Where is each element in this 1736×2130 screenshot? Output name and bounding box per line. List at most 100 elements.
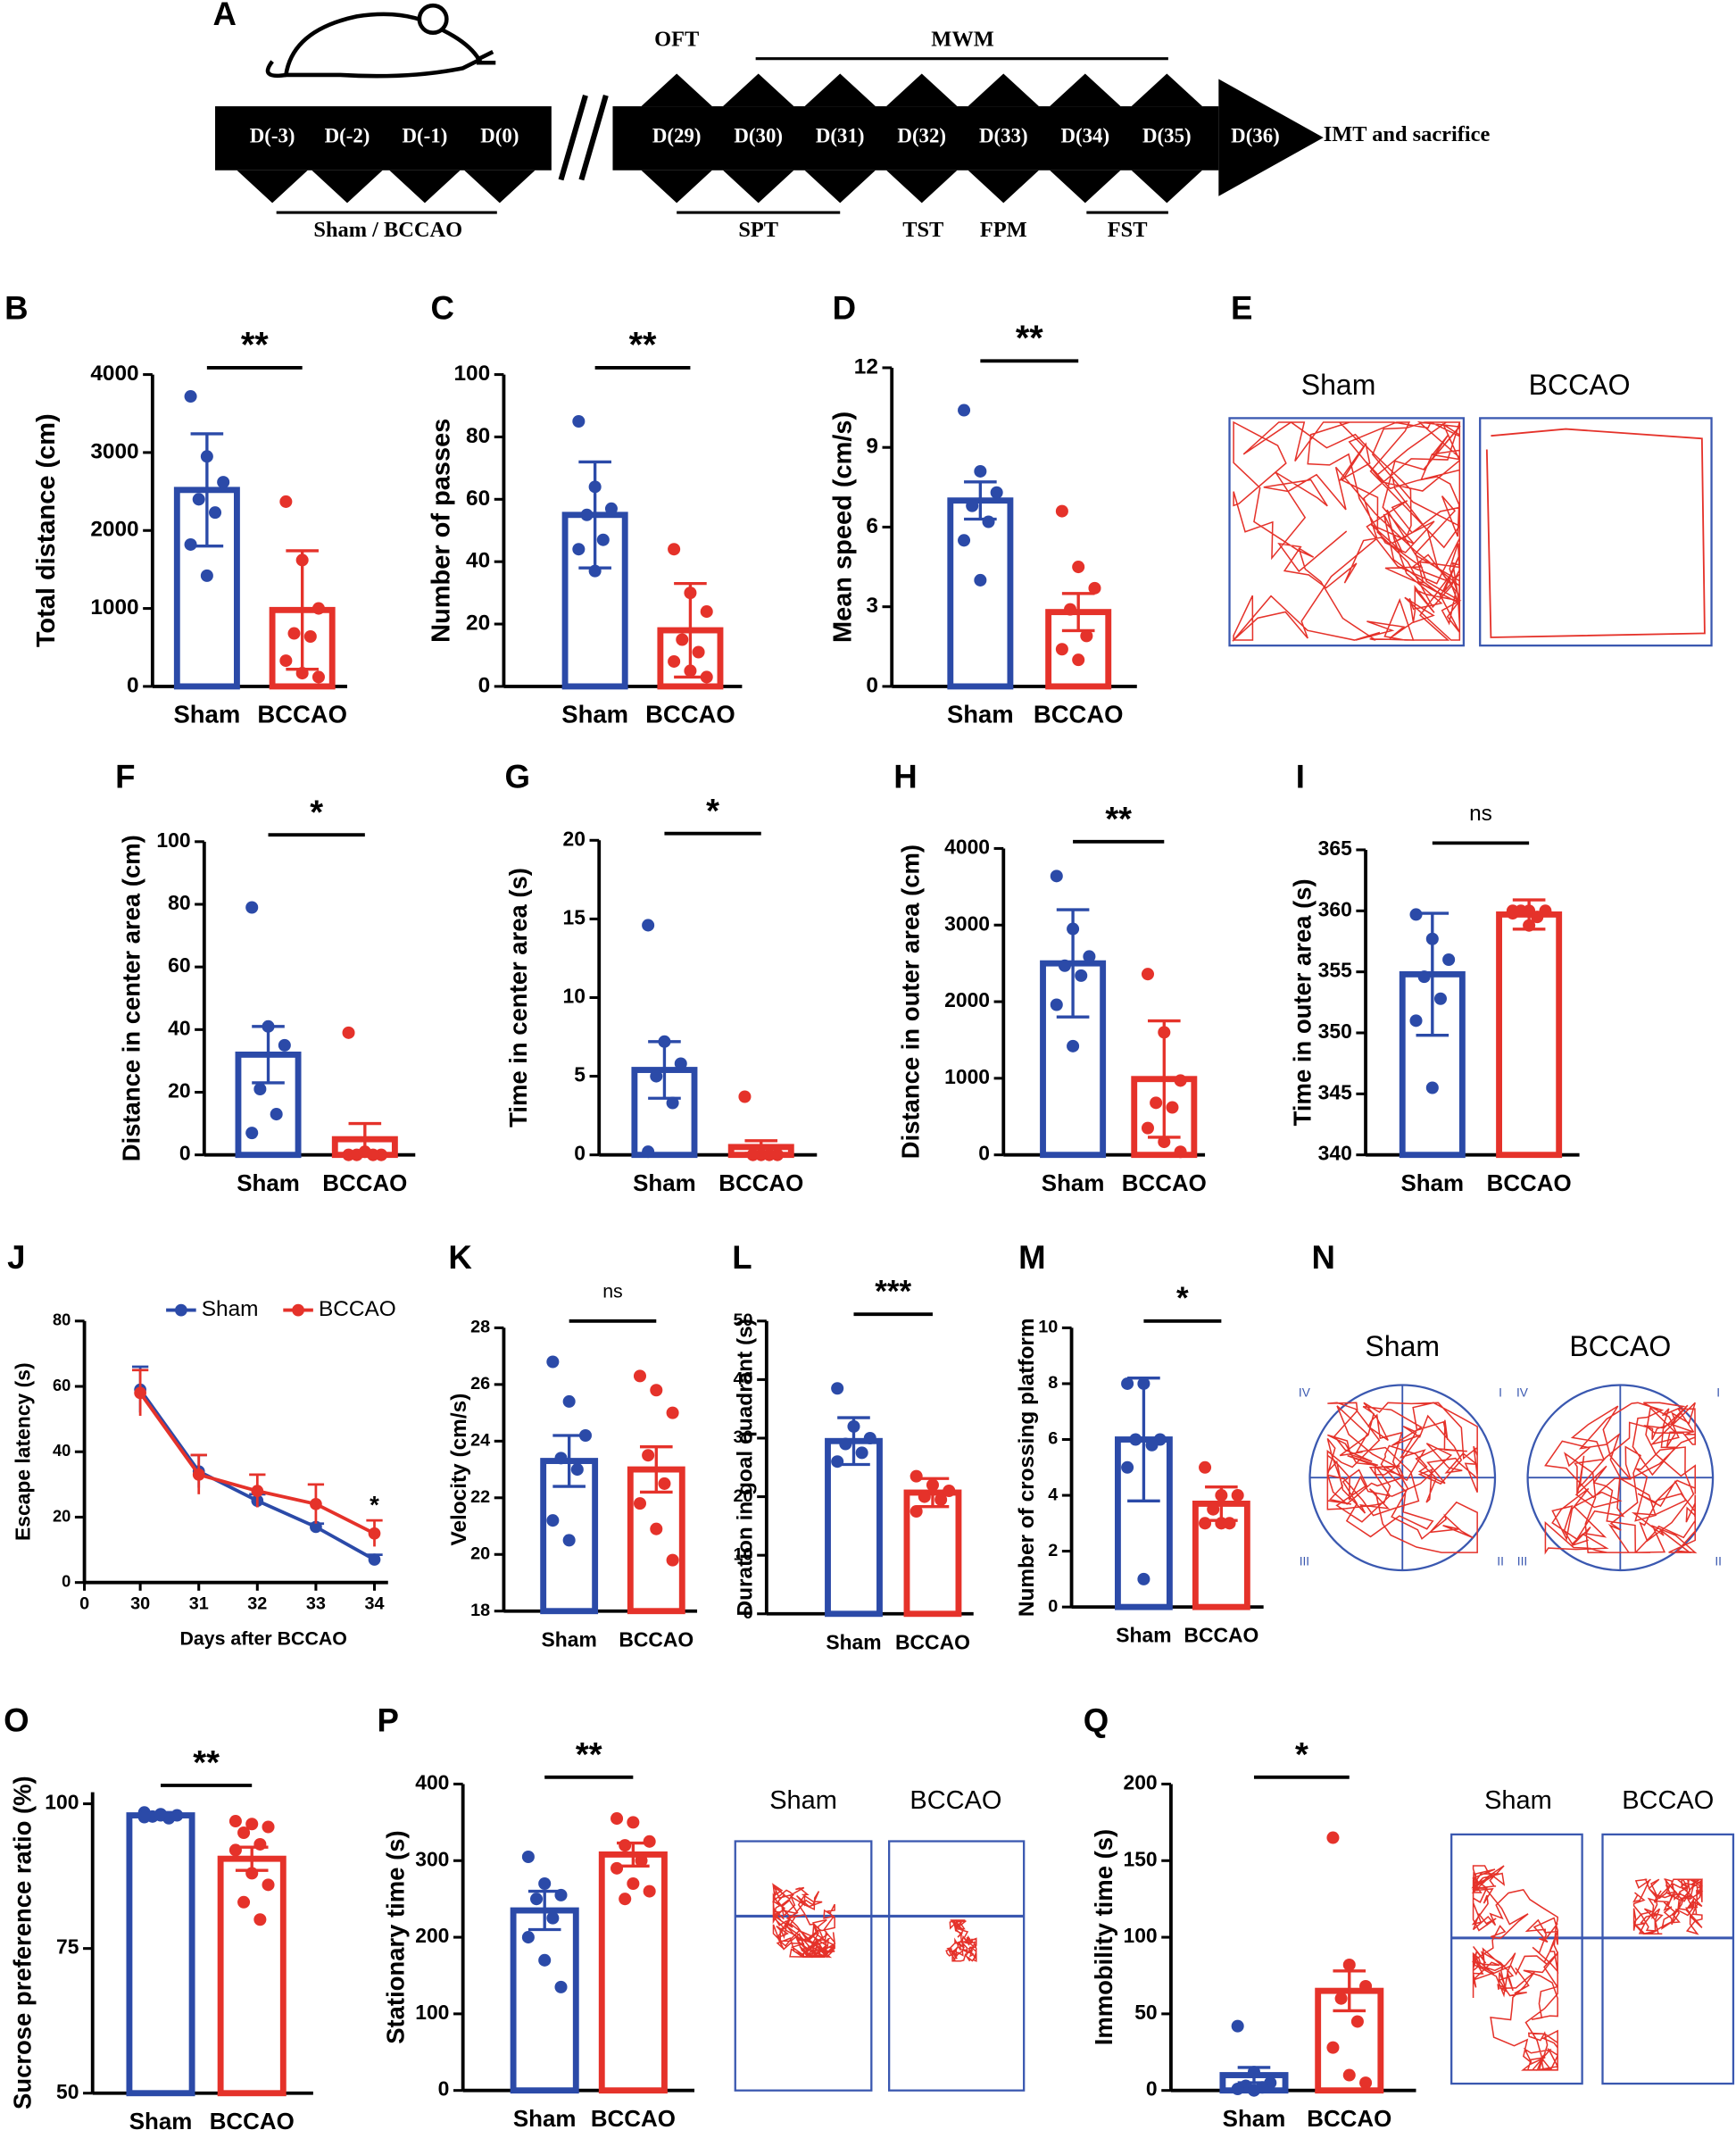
data-point: [538, 1876, 552, 1891]
x-tick-label: Sham: [826, 1630, 881, 1653]
y-tick-label: 9: [866, 435, 878, 459]
data-point: [200, 569, 213, 582]
data-point: [1058, 959, 1071, 972]
x-tick-label: 30: [130, 1593, 150, 1613]
data-point: [1158, 1136, 1171, 1149]
y-tick-label: 12: [854, 354, 878, 379]
significance-label: *: [1295, 1735, 1308, 1774]
data-point: [1158, 1026, 1171, 1039]
data-point: [217, 476, 230, 489]
y-tick-label: 20: [168, 1079, 190, 1102]
trajectory: [1232, 420, 1462, 643]
significance-label: **: [193, 1743, 220, 1782]
y-tick-label: 6: [1048, 1429, 1058, 1449]
timeline-notch: [886, 170, 958, 204]
y-tick-label: 20: [470, 1543, 490, 1563]
data-point: [1150, 1096, 1163, 1110]
data-point: [1425, 932, 1439, 945]
data-point: [643, 1835, 656, 1848]
x-tick-label: Sham: [1401, 1171, 1465, 1196]
data-point: [184, 390, 197, 404]
data-point: [237, 1826, 251, 1840]
data-point: [262, 1878, 275, 1892]
y-axis-label: Stationary time (s): [382, 1830, 410, 2043]
y-tick-label: 360: [1318, 897, 1352, 920]
significance-label: **: [576, 1735, 602, 1774]
timeline-notch: [968, 170, 1039, 204]
x-tick-label: Sham: [1042, 1171, 1105, 1196]
y-axis-label: Number of crossing platform: [1015, 1318, 1039, 1617]
panel-letter: M: [1018, 1239, 1046, 1276]
y-tick-label: 0: [743, 1603, 753, 1623]
data-point: [982, 515, 995, 528]
data-point: [1442, 953, 1456, 967]
timeline-notch: [886, 73, 958, 107]
data-point: [154, 1808, 168, 1821]
data-point: [1137, 1572, 1150, 1585]
data-point: [311, 602, 325, 615]
x-tick-label: Sham: [513, 2107, 577, 2130]
data-point: [1072, 653, 1085, 667]
timeline-block: [215, 106, 552, 171]
data-point: [1231, 1489, 1244, 1502]
trajectory: [1471, 1865, 1559, 2071]
x-tick-label: 33: [306, 1593, 326, 1613]
bar: [126, 1812, 195, 2097]
y-tick-label: 1000: [90, 595, 138, 620]
arena: [1601, 1833, 1735, 2085]
legend-label: BCCAO: [319, 1297, 396, 1321]
panel-letter: G: [504, 758, 529, 795]
x-tick-label: Sham: [237, 1171, 300, 1196]
bar: [217, 1855, 287, 2097]
y-tick-label: 50: [56, 2080, 79, 2103]
data-point: [1326, 2041, 1340, 2054]
trajectory-label: Sham: [1301, 369, 1376, 401]
data-point: [1506, 907, 1519, 920]
data-point: [1342, 1958, 1356, 1971]
y-tick-label: 50: [734, 1310, 753, 1330]
y-tick-label: 4: [1048, 1485, 1058, 1504]
y-tick-label: 3000: [944, 911, 990, 935]
data-point: [245, 1867, 259, 1880]
trajectory-label: BCCAO: [1529, 369, 1631, 401]
data-point: [1342, 2068, 1356, 2082]
data-point: [642, 919, 655, 932]
data-point: [279, 654, 293, 668]
x-tick-label: Sham: [947, 701, 1014, 728]
data-point: [1075, 969, 1088, 982]
x-tick-label: Sham: [129, 2109, 193, 2130]
y-tick-label: 200: [1123, 1771, 1157, 1794]
test-label: FPM: [980, 218, 1027, 242]
data-point: [1083, 950, 1096, 963]
y-tick-label: 40: [168, 1016, 190, 1039]
data-point: [1141, 968, 1155, 981]
timeline-notch: [464, 170, 536, 204]
trajectory-label: BCCAO: [1622, 1786, 1714, 1815]
y-tick-label: 30: [734, 1427, 753, 1447]
y-tick-label: 100: [415, 2001, 449, 2024]
y-axis-label: Distance in center area (cm): [118, 835, 145, 1161]
data-point: [1215, 1517, 1228, 1530]
timeline-notch: [804, 73, 876, 107]
y-axis-label: Distance in outer area (cm): [896, 845, 924, 1159]
data-point: [562, 1534, 576, 1547]
y-tick-label: 8: [1048, 1373, 1058, 1393]
data-point: [1080, 629, 1093, 643]
data-point: [546, 1514, 560, 1527]
legend-marker: [292, 1303, 304, 1317]
data-point: [943, 1485, 956, 1498]
x-tick-label: 31: [189, 1593, 209, 1613]
trajectory: [1485, 428, 1706, 638]
data-point: [1137, 1377, 1150, 1390]
data-point: [588, 564, 602, 578]
y-tick-label: 2000: [90, 518, 138, 542]
data-point: [253, 1913, 267, 1926]
data-point: [554, 1888, 568, 1901]
x-tick-label: 34: [364, 1593, 384, 1613]
data-point: [1174, 1145, 1187, 1159]
data-point: [1174, 1074, 1187, 1087]
timeline-notch: [237, 170, 308, 204]
x-tick-label: Sham: [542, 1627, 597, 1651]
data-point: [1067, 922, 1080, 936]
timeline-notch: [723, 73, 794, 107]
